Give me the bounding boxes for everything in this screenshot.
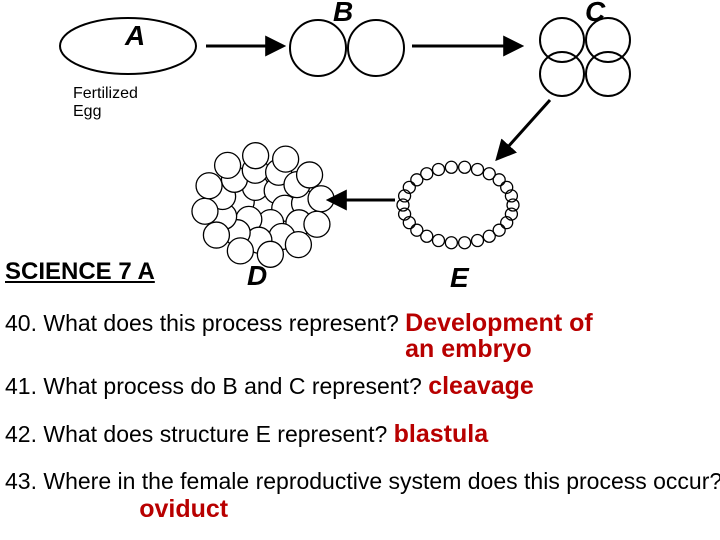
question-text-43: 43. Where in the female reproductive sys… <box>5 468 720 494</box>
label-A: A <box>125 20 145 52</box>
label-C: C <box>585 0 605 28</box>
answer-text-40: Development of an embryo <box>405 310 615 363</box>
answer-text-43: oviduct <box>139 495 228 523</box>
label-E: E <box>450 262 469 294</box>
footer-science-link[interactable]: SCIENCE 7 A <box>5 258 155 286</box>
question-text-40: 40. What does this process represent? <box>5 310 405 336</box>
question-41: 41. What process do B and C represent? c… <box>5 372 720 401</box>
caption-fertilized-egg: Fertilized Egg <box>73 85 138 121</box>
answer-text-41: cleavage <box>428 372 534 400</box>
question-40: 40. What does this process represent? De… <box>5 310 720 363</box>
question-text-42: 42. What does structure E represent? <box>5 421 394 447</box>
answer-text-42: blastula <box>394 420 488 448</box>
question-43: 43. Where in the female reproductive sys… <box>5 468 720 524</box>
label-B: B <box>333 0 353 28</box>
label-D: D <box>247 260 267 292</box>
question-42: 42. What does structure E represent? bla… <box>5 420 720 449</box>
question-text-41: 41. What process do B and C represent? <box>5 373 428 399</box>
